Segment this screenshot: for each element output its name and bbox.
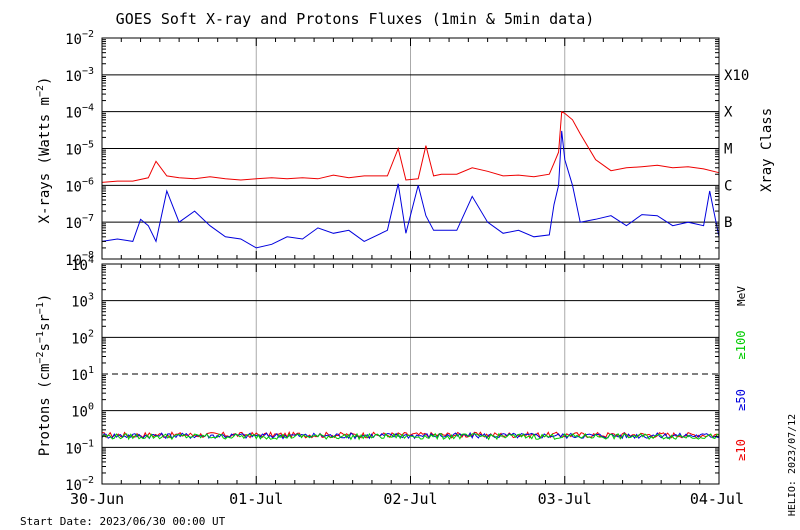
proton-energy-label: ≥100 bbox=[734, 331, 748, 360]
proton-ylabel: Protons (cm−2s−1sr−1) bbox=[35, 294, 53, 457]
xray-class-label: X10 bbox=[724, 68, 749, 84]
x-tick-label: 30-Jun bbox=[70, 490, 124, 508]
xray-series-line bbox=[101, 110, 720, 183]
proton-ytick-label: 103 bbox=[71, 292, 94, 311]
xray-class-label: B bbox=[724, 215, 732, 231]
proton-ytick-label: 101 bbox=[71, 365, 94, 384]
proton-series-line bbox=[101, 432, 719, 441]
xray-class-axis-label: Xray Class bbox=[759, 108, 775, 192]
xray-ytick-label: 10−8 bbox=[65, 250, 94, 269]
xray-class-label: X bbox=[724, 105, 733, 121]
x-tick-label: 02-Jul bbox=[383, 490, 437, 508]
credit-label: HELIO: 2023/07/12 bbox=[787, 414, 798, 516]
x-tick-label: 03-Jul bbox=[538, 490, 592, 508]
proton-ytick-label: 104 bbox=[71, 255, 94, 274]
x-tick-label: 04-Jul bbox=[690, 490, 744, 508]
xray-ytick-label: 10−4 bbox=[65, 103, 94, 122]
proton-energy-label: ≥50 bbox=[734, 389, 748, 411]
chart-title: GOES Soft X-ray and Protons Fluxes (1min… bbox=[116, 10, 595, 28]
proton-ytick-label: 100 bbox=[71, 402, 94, 421]
proton-unit-label: MeV bbox=[735, 286, 748, 306]
xray-ytick-label: 10−5 bbox=[65, 140, 94, 159]
proton-energy-label: ≥10 bbox=[734, 439, 748, 461]
xray-ytick-label: 10−2 bbox=[65, 29, 94, 48]
xray-series-line bbox=[101, 130, 720, 249]
xray-ytick-label: 10−6 bbox=[65, 176, 94, 195]
start-date-label: Start Date: 2023/06/30 00:00 UT bbox=[20, 515, 226, 528]
xray-ytick-label: 10−3 bbox=[65, 66, 94, 85]
xray-ytick-label: 10−7 bbox=[65, 213, 94, 232]
proton-ytick-label: 10−1 bbox=[65, 438, 94, 457]
xray-ylabel: X-rays (Watts m−2) bbox=[35, 77, 53, 224]
x-tick-label: 01-Jul bbox=[229, 490, 283, 508]
proton-panel: 10−2 10−1 100 101 102 103 104 Protons (cm−2s−1… bbox=[35, 255, 748, 494]
xray-class-label: M bbox=[724, 142, 732, 158]
xray-class-label: C bbox=[724, 178, 732, 194]
proton-ytick-label: 10−2 bbox=[65, 475, 94, 494]
xray-panel: 10−8 10−7 10−6 10−5 10−4 10−3 10−2 X10 X M C B X-r… bbox=[35, 29, 775, 269]
proton-ytick-label: 102 bbox=[71, 328, 94, 347]
